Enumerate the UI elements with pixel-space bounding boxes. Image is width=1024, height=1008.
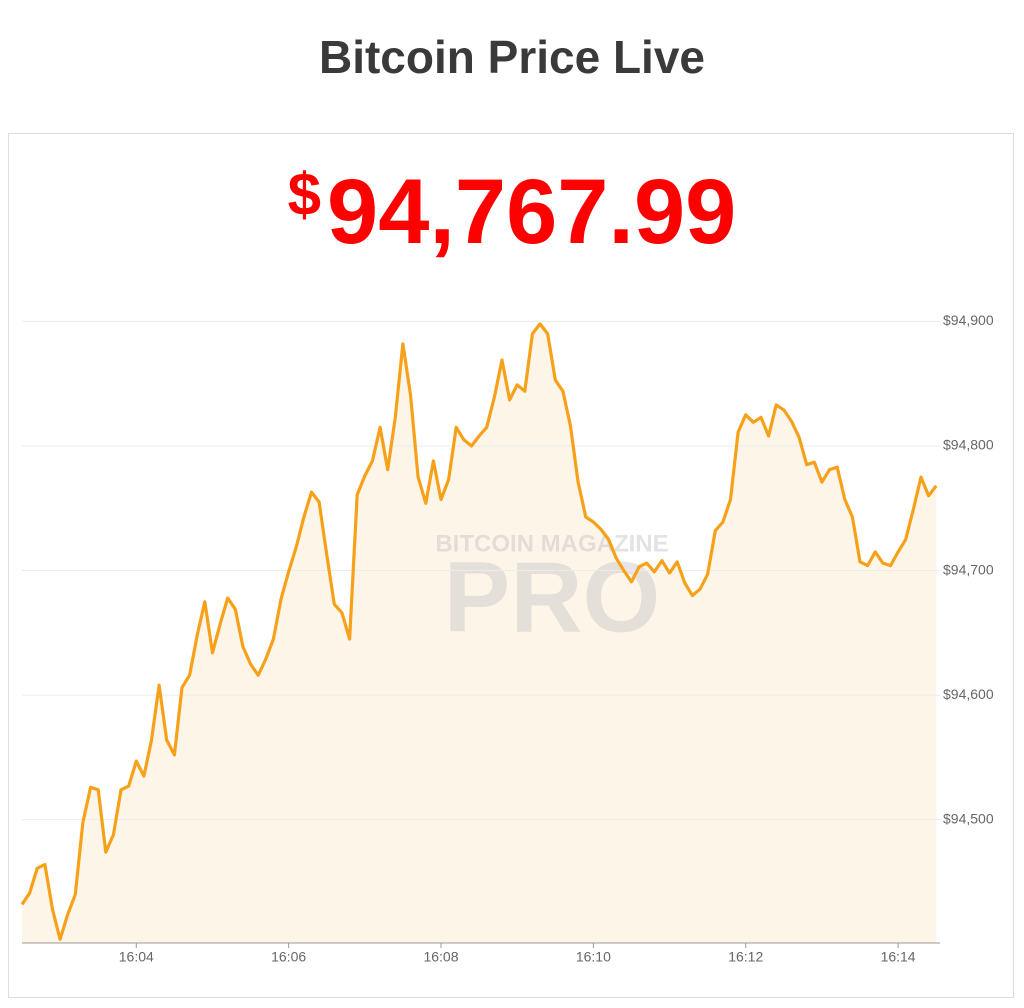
chart-card — [8, 133, 1014, 998]
x-tick-label: 16:08 — [423, 949, 458, 965]
y-tick-label: $94,900 — [943, 312, 994, 328]
price-amount: 94,767.99 — [327, 161, 737, 263]
x-tick-label: 16:12 — [728, 949, 763, 965]
page-title: Bitcoin Price Live — [318, 31, 705, 83]
y-tick-label: $94,600 — [943, 686, 994, 702]
x-tick-label: 16:10 — [576, 949, 611, 965]
x-tick-label: 16:04 — [119, 949, 154, 965]
watermark-brand: BITCOIN MAGAZINE — [435, 530, 668, 557]
currency: $ — [287, 161, 322, 228]
y-tick-label: $94,700 — [943, 561, 994, 577]
x-tick-label: 16:06 — [271, 949, 306, 965]
price: $94,767.99 — [0, 160, 1024, 265]
price-area — [22, 323, 937, 943]
x-tick-label: 16:14 — [881, 949, 916, 965]
price-line — [20, 322, 938, 941]
y-tick-label: $94,800 — [943, 437, 994, 453]
watermark-product: PRO — [444, 541, 661, 653]
y-tick-label: $94,500 — [943, 810, 994, 826]
